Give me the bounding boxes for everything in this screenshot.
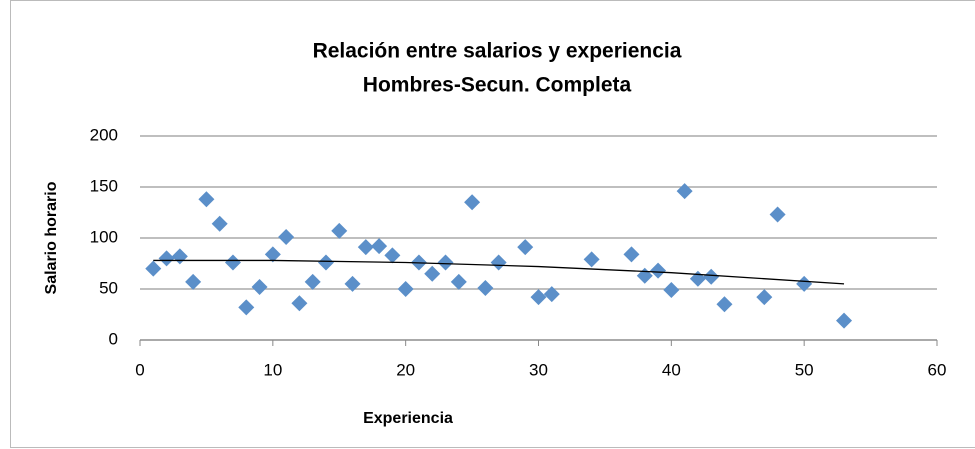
- chart-frame: [10, 0, 975, 448]
- point: [517, 239, 534, 256]
- point: [278, 228, 295, 245]
- point: [490, 254, 507, 271]
- point: [291, 295, 308, 312]
- point: [703, 268, 720, 285]
- y-tick-label: 50: [99, 278, 118, 297]
- point: [796, 275, 813, 292]
- point: [477, 279, 494, 296]
- y-tick-label: 200: [90, 125, 118, 144]
- y-tick-label: 150: [90, 176, 118, 195]
- point: [650, 262, 667, 279]
- y-axis-title: Salario horario: [43, 181, 60, 294]
- point: [198, 191, 215, 208]
- x-tick-label: 0: [135, 360, 144, 379]
- chart-title: Relación entre salarios y experiencia: [313, 40, 682, 63]
- point: [371, 238, 388, 255]
- x-tick-label: 20: [396, 360, 415, 379]
- point: [264, 246, 281, 263]
- point: [464, 194, 481, 211]
- x-tick-label: 30: [529, 360, 548, 379]
- point: [716, 296, 733, 313]
- y-tick-label: 100: [90, 227, 118, 246]
- x-axis-title: Experiencia: [363, 410, 453, 427]
- point: [331, 222, 348, 239]
- point: [543, 286, 560, 303]
- point: [836, 312, 853, 329]
- point: [158, 250, 175, 267]
- point: [756, 289, 773, 306]
- point: [185, 273, 202, 290]
- point: [663, 282, 680, 299]
- point: [344, 275, 361, 292]
- point: [145, 260, 162, 277]
- point: [676, 183, 693, 200]
- point: [317, 254, 334, 271]
- point: [424, 265, 441, 282]
- point: [530, 289, 547, 306]
- point: [211, 215, 228, 232]
- trendline: [153, 259, 845, 285]
- point: [397, 281, 414, 297]
- x-tick-label: 60: [928, 360, 947, 379]
- point: [623, 246, 640, 263]
- point: [769, 206, 786, 223]
- point: [251, 278, 268, 295]
- y-tick-label: 0: [109, 329, 118, 348]
- point: [437, 254, 454, 271]
- point: [304, 273, 321, 290]
- point: [450, 273, 467, 290]
- point: [238, 299, 255, 316]
- point: [357, 239, 374, 256]
- x-tick-label: 40: [662, 360, 681, 379]
- point: [583, 251, 600, 268]
- x-tick-label: 50: [795, 360, 814, 379]
- point: [224, 254, 241, 271]
- chart-subtitle: Hombres-Secun. Completa: [363, 74, 632, 97]
- point: [384, 247, 401, 264]
- x-tick-label: 10: [263, 360, 282, 379]
